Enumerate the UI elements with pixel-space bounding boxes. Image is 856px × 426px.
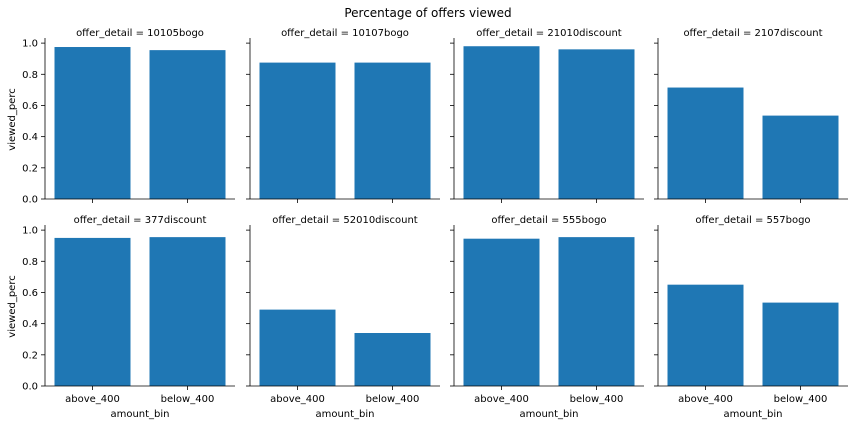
facet-panels: offer_detail = 10105bogo 0.0 0.2 0.4 0.6 0.8 1… <box>7 28 848 420</box>
bar-above-400 <box>463 238 540 386</box>
bar-above-400 <box>259 62 336 200</box>
y-tick-label: 0.8 <box>22 70 38 81</box>
x-axis-label: amount_bin <box>519 409 578 420</box>
x-axis-label: amount_bin <box>315 409 374 420</box>
x-tick-label: below_400 <box>570 394 624 405</box>
x-tick-label: above_400 <box>474 394 529 405</box>
bar-above-400 <box>54 237 131 386</box>
bar-below-400 <box>762 302 839 386</box>
y-axis-label: viewed_perc <box>7 275 18 337</box>
y-tick-label: 1.0 <box>22 226 38 237</box>
bar-below-400 <box>354 333 431 386</box>
x-axis-label: amount_bin <box>110 409 169 420</box>
x-tick-label: below_400 <box>161 394 215 405</box>
y-tick-label: 0.0 <box>22 195 38 206</box>
y-axis-label: viewed_perc <box>7 88 18 150</box>
bar-below-400 <box>558 49 635 200</box>
bar-below-400 <box>354 62 431 200</box>
panel-title: offer_detail = 10105bogo <box>76 28 204 39</box>
panel-title: offer_detail = 555bogo <box>491 215 606 226</box>
bar-above-400 <box>259 309 336 386</box>
y-tick-label: 0.2 <box>22 163 38 174</box>
facet-panel-5: offer_detail = 377discount 0.0 0.2 0.4 0.6 0.… <box>7 215 235 420</box>
x-tick-label: below_400 <box>774 394 828 405</box>
y-tick-label: 0.6 <box>22 101 38 112</box>
y-tick-label: 0.6 <box>22 288 38 299</box>
facet-panel-7: offer_detail = 555bogo above_400 below_400… <box>450 215 644 420</box>
bar-below-400 <box>149 237 226 386</box>
x-tick-label: below_400 <box>366 394 420 405</box>
panel-title: offer_detail = 377discount <box>74 215 207 226</box>
bar-above-400 <box>463 46 540 200</box>
panel-title: offer_detail = 21010discount <box>476 28 622 39</box>
x-axis-label: amount_bin <box>723 409 782 420</box>
panel-title: offer_detail = 52010discount <box>272 215 418 226</box>
facet-panel-2: offer_detail = 10107bogo <box>246 28 440 203</box>
y-tick-label: 0.2 <box>22 350 38 361</box>
facet-panel-1: offer_detail = 10105bogo 0.0 0.2 0.4 0.6 0.8 1… <box>7 28 235 206</box>
y-tick-label: 0.0 <box>22 382 38 393</box>
facet-panel-6: offer_detail = 52010discount above_400 bel… <box>246 215 440 420</box>
y-tick-label: 0.4 <box>22 132 38 143</box>
bar-above-400 <box>667 87 744 199</box>
x-tick-label: above_400 <box>65 394 120 405</box>
bar-below-400 <box>762 115 839 199</box>
y-tick-label: 0.4 <box>22 319 38 330</box>
facet-panel-3: offer_detail = 21010discount <box>450 28 644 203</box>
panel-title: offer_detail = 10107bogo <box>281 28 409 39</box>
y-tick-label: 1.0 <box>22 39 38 50</box>
facet-panel-8: offer_detail = 557bogo above_400 below_400… <box>654 215 848 420</box>
panel-title: offer_detail = 557bogo <box>695 215 810 226</box>
x-tick-label: above_400 <box>270 394 325 405</box>
bar-below-400 <box>149 50 226 199</box>
panel-title: offer_detail = 2107discount <box>683 28 822 39</box>
x-tick-label: above_400 <box>678 394 733 405</box>
facet-panel-4: offer_detail = 2107discount <box>654 28 848 203</box>
bar-above-400 <box>54 47 131 199</box>
bar-below-400 <box>558 237 635 386</box>
bar-above-400 <box>667 284 744 386</box>
y-tick-label: 0.8 <box>22 257 38 268</box>
chart-title: Percentage of offers viewed <box>344 6 511 20</box>
